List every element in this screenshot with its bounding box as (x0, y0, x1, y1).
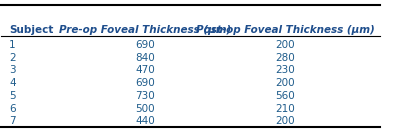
Text: 840: 840 (135, 53, 155, 63)
Text: Post-op Foveal Thickness (μm): Post-op Foveal Thickness (μm) (196, 25, 374, 35)
Text: Pre-op Foveal Thickness (μm): Pre-op Foveal Thickness (μm) (59, 25, 231, 35)
Text: 1: 1 (9, 40, 16, 50)
Text: 500: 500 (135, 104, 155, 114)
Text: 470: 470 (135, 65, 155, 75)
Text: 4: 4 (9, 78, 16, 88)
Text: 200: 200 (275, 40, 295, 50)
Text: 7: 7 (9, 116, 16, 126)
Text: 280: 280 (275, 53, 295, 63)
Text: 6: 6 (9, 104, 16, 114)
Text: 690: 690 (135, 40, 155, 50)
Text: 200: 200 (275, 116, 295, 126)
Text: 730: 730 (135, 91, 155, 101)
Text: 560: 560 (275, 91, 295, 101)
Text: 440: 440 (135, 116, 155, 126)
Text: 210: 210 (275, 104, 295, 114)
Text: 5: 5 (9, 91, 16, 101)
Text: 2: 2 (9, 53, 16, 63)
Text: 3: 3 (9, 65, 16, 75)
Text: 230: 230 (275, 65, 295, 75)
Text: 690: 690 (135, 78, 155, 88)
Text: Subject: Subject (9, 25, 53, 35)
Text: 200: 200 (275, 78, 295, 88)
